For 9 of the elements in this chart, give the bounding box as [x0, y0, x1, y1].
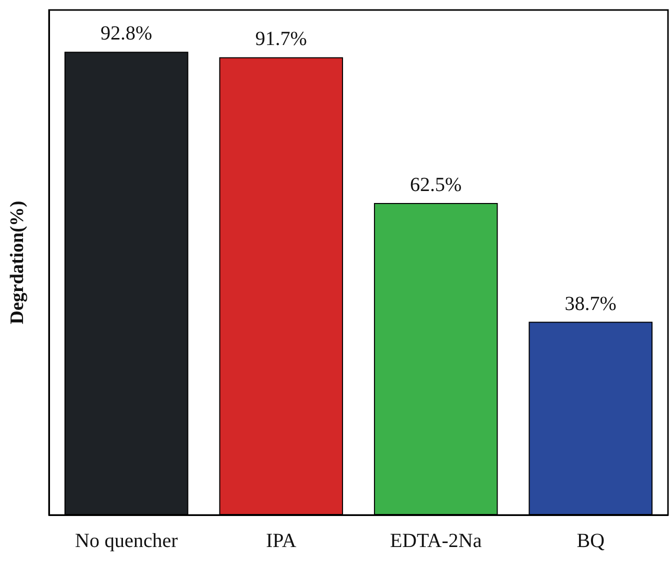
data-label: 91.7% [255, 28, 307, 50]
data-label: 62.5% [410, 174, 462, 196]
x-tick-label: IPA [266, 530, 297, 552]
x-tick-label: BQ [576, 530, 606, 552]
y-axis-title: Degrdation(%) [7, 200, 28, 324]
x-tick-label: No quencher [75, 530, 178, 552]
data-label: 38.7% [564, 292, 616, 315]
x-tick-label: EDTA-2Na [390, 530, 482, 552]
data-label: 92.8% [100, 22, 152, 45]
